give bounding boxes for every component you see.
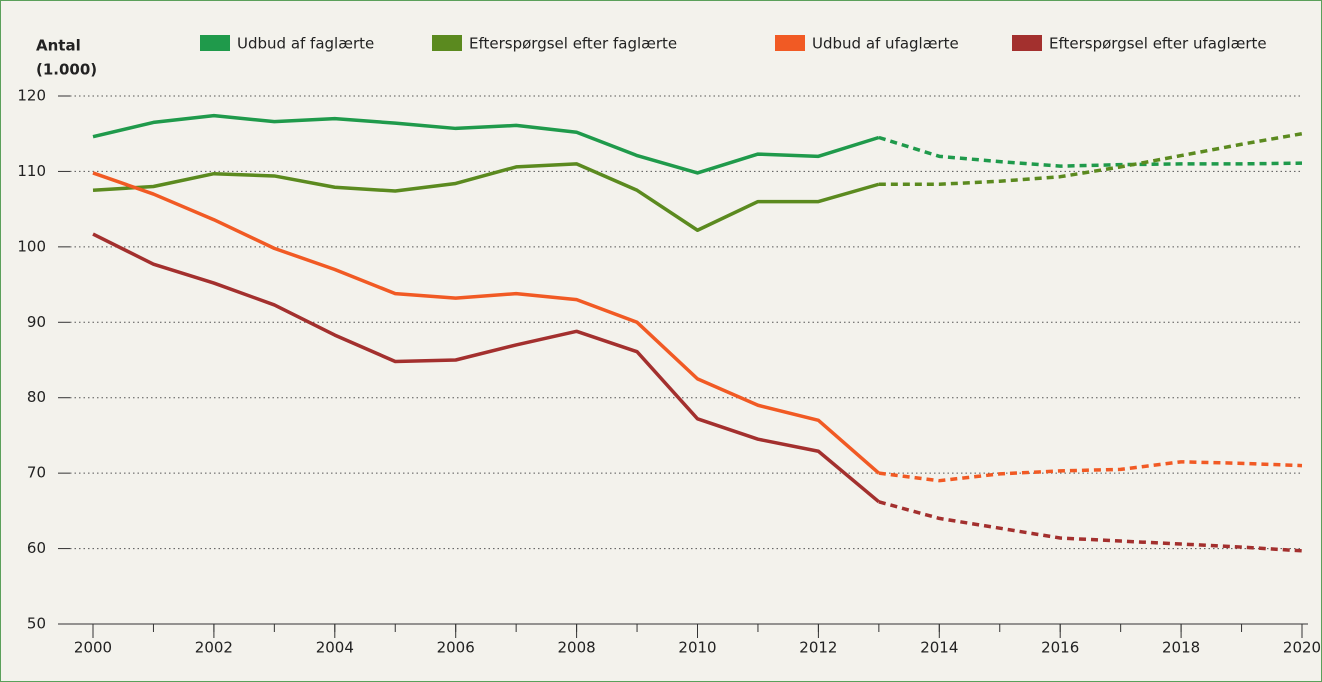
y-tick-label: 50: [27, 615, 46, 633]
legend-swatch: [775, 35, 805, 51]
x-tick-label: 2014: [920, 639, 958, 657]
y-tick-label: 70: [27, 464, 46, 482]
y-tick-label: 110: [17, 162, 46, 180]
x-tick-label: 2000: [74, 639, 112, 657]
y-tick-label: 120: [17, 87, 46, 105]
y-tick-label: 60: [27, 539, 46, 557]
y-tick-label: 100: [17, 237, 46, 255]
legend-label: Udbud af faglærte: [237, 35, 374, 53]
y-axis-unit: (1.000): [36, 61, 97, 79]
legend-swatch: [432, 35, 462, 51]
x-tick-label: 2002: [195, 639, 233, 657]
line-projection: [878, 135, 1303, 168]
line: [92, 162, 880, 233]
x-tick-label: 2004: [316, 639, 354, 657]
y-tick-label: 90: [27, 313, 46, 331]
line: [92, 171, 881, 475]
x-tick-label: 2016: [1041, 639, 1079, 657]
legend-swatch: [1012, 35, 1042, 51]
legend-swatch: [200, 35, 230, 51]
x-tick-label: 2018: [1162, 639, 1200, 657]
line: [92, 113, 880, 175]
line-projection: [878, 460, 1303, 483]
x-tick-label: 2006: [437, 639, 475, 657]
legend-label: Efterspørgsel efter ufaglærte: [1049, 35, 1267, 53]
legend-label: Udbud af ufaglærte: [812, 35, 959, 53]
y-axis-label: Antal: [36, 37, 81, 55]
x-tick-label: 2012: [799, 639, 837, 657]
x-tick-label: 2010: [678, 639, 716, 657]
y-tick-label: 80: [27, 388, 46, 406]
line-projection: [878, 500, 1303, 553]
x-tick-label: 2008: [558, 639, 596, 657]
legend-label: Efterspørgsel efter faglærte: [469, 35, 677, 53]
line: [92, 232, 880, 504]
x-tick-label: 2020: [1283, 639, 1321, 657]
